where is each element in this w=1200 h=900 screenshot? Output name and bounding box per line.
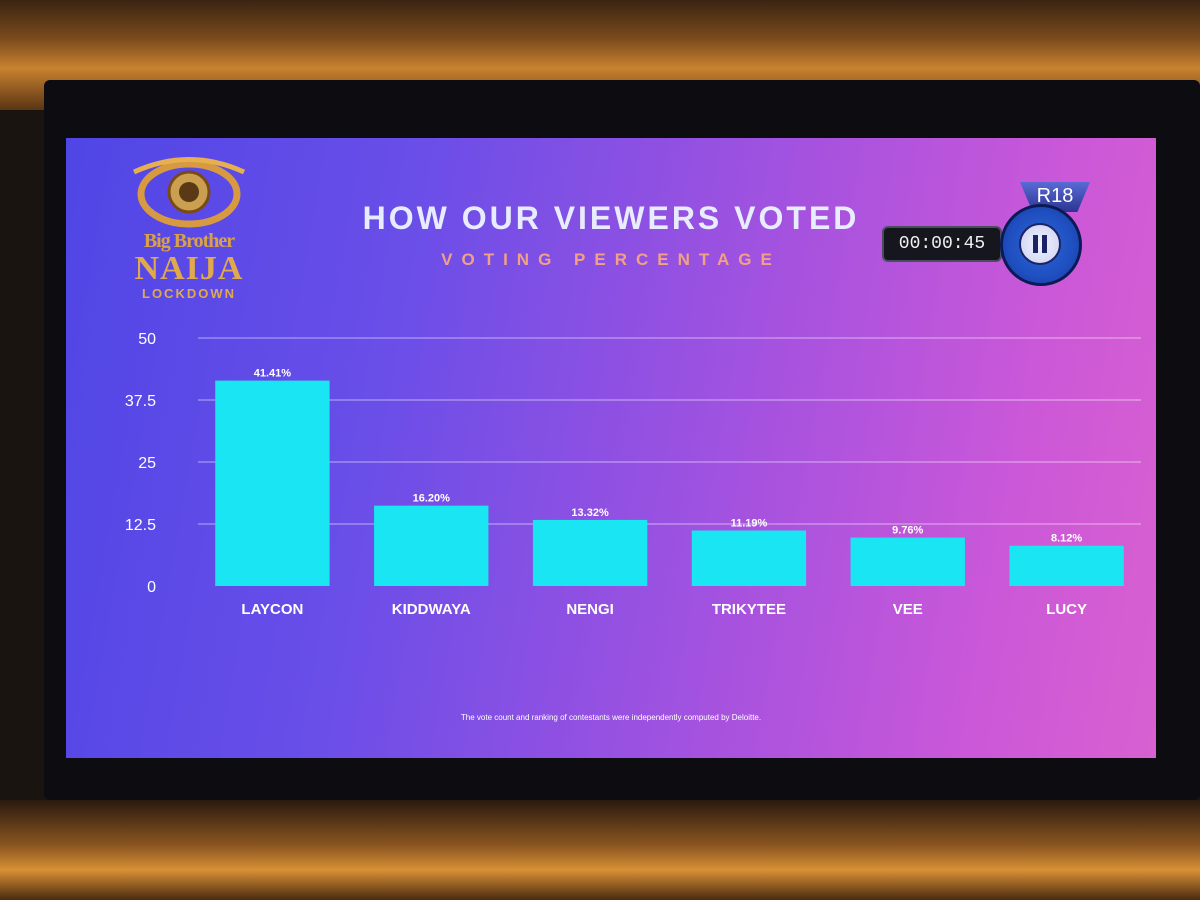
bar	[691, 530, 807, 586]
data-label: 11.19%	[731, 517, 768, 529]
wall-bottom	[0, 800, 1200, 900]
data-label: 41.41%	[254, 368, 292, 380]
data-label: 8.12%	[1051, 533, 1082, 545]
timer-display: 00:00:45	[882, 226, 1002, 262]
x-tick-label: VEE	[893, 601, 923, 618]
bar	[850, 537, 965, 586]
x-tick-label: TRIKYTEE	[712, 601, 786, 618]
y-tick-label: 37.5	[125, 393, 156, 410]
pause-icon	[1019, 223, 1061, 265]
x-tick-label: LUCY	[1046, 601, 1087, 618]
chart-subtitle: VOTING PERCENTAGE	[441, 250, 781, 269]
data-label: 13.32%	[571, 507, 609, 519]
data-label: 9.76%	[892, 525, 923, 537]
bar	[1009, 545, 1124, 586]
pause-button[interactable]	[1000, 204, 1082, 286]
data-label: 16.20%	[413, 493, 451, 505]
chart-title: HOW OUR VIEWERS VOTED	[362, 200, 860, 236]
y-tick-label: 12.5	[125, 517, 156, 534]
logo-line-3: LOCKDOWN	[142, 286, 236, 301]
y-tick-label: 25	[138, 455, 156, 472]
eye-logo-icon	[132, 157, 246, 228]
bar	[532, 519, 648, 586]
tv-screen: Big Brother NAIJA LOCKDOWN HOW OUR VIEWE…	[66, 138, 1156, 758]
bar	[215, 380, 330, 586]
show-logo: Big Brother NAIJA LOCKDOWN	[114, 152, 264, 301]
x-tick-label: KIDDWAYA	[392, 601, 471, 618]
x-tick-label: NENGI	[566, 601, 614, 618]
y-tick-label: 50	[138, 331, 156, 348]
footnote: The vote count and ranking of contestant…	[460, 713, 762, 722]
logo-line-2: NAIJA	[134, 250, 244, 287]
logo-line-1: Big Brother	[143, 230, 235, 252]
bar-chart: 0 12.5 25 37.5 50 41.41% LAYCON 16.20% KIDDWAYA 1…	[125, 331, 1141, 618]
bar	[374, 505, 489, 586]
x-tick-label: LAYCON	[241, 601, 303, 618]
y-tick-label: 0	[147, 579, 156, 596]
